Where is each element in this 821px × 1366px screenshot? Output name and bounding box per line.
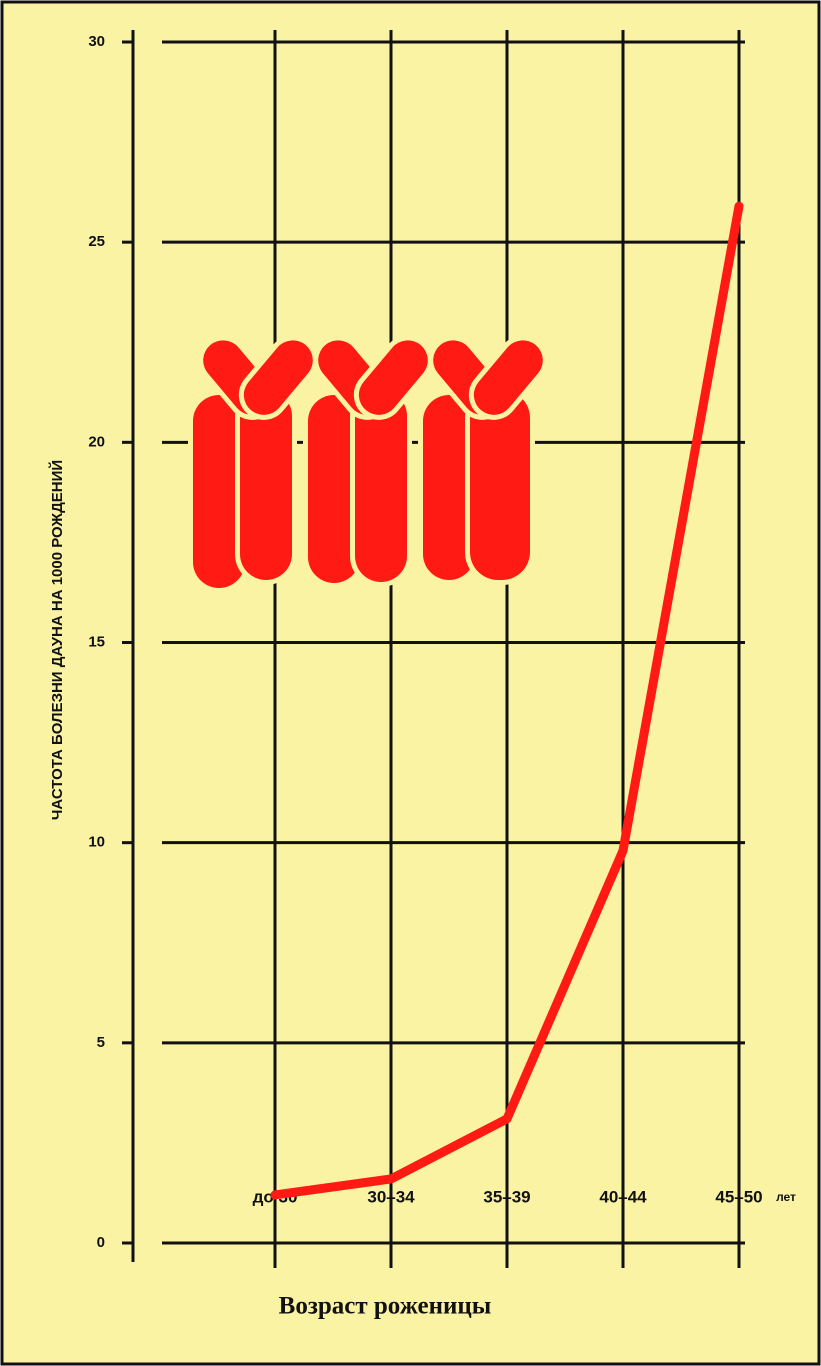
x-tick-label: 40–44	[599, 1187, 647, 1206]
y-tick-label: 25	[88, 233, 105, 250]
x-axis-label: Возраст роженицы	[279, 1293, 492, 1320]
chart: 051015202530до 3030–3435–3940–4445–50 ЧА…	[0, 0, 821, 1366]
chromosome	[423, 332, 551, 580]
background	[2, 2, 819, 1364]
y-tick-label: 15	[88, 633, 105, 650]
y-tick-label: 10	[88, 834, 105, 851]
chromosomes	[193, 332, 551, 588]
y-tick-label: 20	[88, 433, 105, 450]
y-tick-label: 5	[97, 1034, 105, 1051]
y-tick-label: 0	[97, 1234, 105, 1251]
y-tick-label: 30	[88, 33, 105, 50]
x-tick-label: 45–50	[715, 1187, 762, 1206]
x-tick-label: 35–39	[483, 1187, 530, 1206]
x-unit: лет	[776, 1190, 796, 1204]
x-tick-label: 30–34	[367, 1187, 415, 1206]
y-axis-label: ЧАСТОТА БОЛЕЗНИ ДАУНА НА 1000 РОЖДЕНИЙ	[48, 460, 66, 820]
